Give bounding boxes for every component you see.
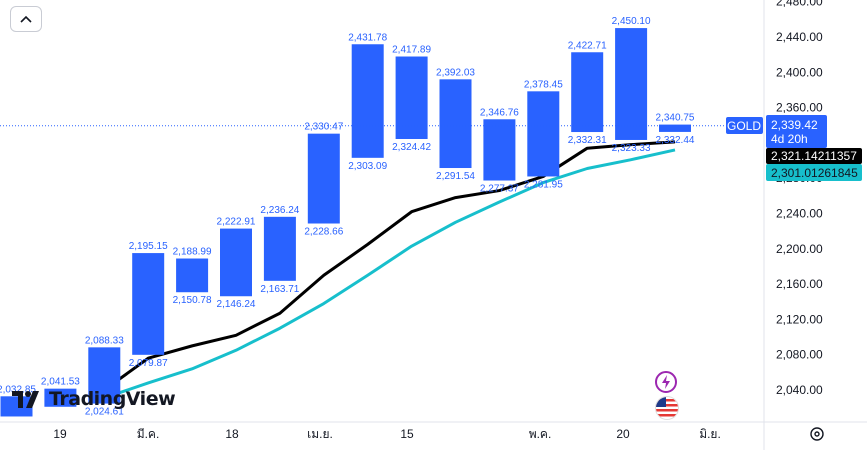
time-tick-label: พ.ค.	[529, 427, 552, 441]
price-bar	[395, 56, 428, 139]
price-bar	[659, 124, 691, 132]
ma1-badge: 2,321.14211357	[766, 148, 862, 164]
price-bar	[483, 119, 516, 181]
bar-high-label: 2,392.03	[436, 67, 475, 78]
bar-high-label: 2,236.24	[260, 205, 299, 216]
price-bar	[0, 396, 33, 417]
ma2-price-label: 2,301.01261845	[771, 166, 858, 180]
price-tick-label: 2,440.00	[776, 30, 823, 44]
moving-average-line	[103, 148, 676, 400]
bar-low-label: 2,323.33	[612, 143, 651, 154]
bar-high-label: 2,222.91	[217, 217, 256, 228]
time-tick-label: 15	[400, 427, 414, 441]
price-tick-label: 2,480.00	[776, 0, 823, 9]
price-bar	[220, 228, 252, 297]
time-tick-label: มิ.ย.	[699, 427, 721, 441]
tradingview-watermark: TradingView	[12, 388, 176, 410]
time-tick-label: เม.ย.	[307, 427, 333, 441]
bar-high-label: 2,422.71	[568, 40, 607, 51]
price-tick-label: 2,240.00	[776, 207, 823, 221]
bar-low-label: 2,228.66	[304, 227, 343, 238]
current-price-label: 2,339.42	[771, 118, 818, 132]
time-tick-label: 20	[616, 427, 630, 441]
bar-low-label: 2,332.31	[568, 135, 607, 146]
ma2-badge: 2,301.01261845	[766, 164, 862, 181]
bar-low-label: 2,281.95	[524, 179, 563, 190]
collapse-button[interactable]	[10, 6, 42, 32]
time-axis-ticks: 19 มี.ค. 18 เม.ย. 15 พ.ค. 20 มิ.ย.	[53, 427, 720, 441]
time-tick-label: 19	[53, 427, 67, 441]
bar-value-labels: 2,032.85 2,041.53 2,088.33 2,024.61 2,195.15…	[0, 16, 695, 417]
price-badge: 2,339.42 4d 20h	[766, 115, 827, 148]
price-tick-label: 2,160.00	[776, 277, 823, 291]
bar-low-label: 2,146.24	[217, 299, 256, 310]
price-bar	[351, 44, 384, 158]
bar-low-label: 2,277.37	[480, 184, 519, 195]
symbol-badge: GOLD	[726, 117, 763, 134]
price-tick-label: 2,040.00	[776, 383, 823, 397]
bar-high-label: 2,417.89	[392, 45, 431, 56]
watermark-text: TradingView	[49, 388, 176, 410]
price-bar	[88, 347, 121, 404]
price-bars	[0, 28, 691, 417]
time-tick-label: 18	[225, 427, 239, 441]
price-bar	[176, 258, 209, 293]
price-bar	[44, 388, 77, 407]
bar-high-label: 2,188.99	[173, 247, 212, 258]
time-tick-label: มี.ค.	[137, 427, 160, 441]
bar-high-label: 2,088.33	[85, 335, 124, 346]
price-bar	[615, 28, 648, 140]
ma1-price-label: 2,321.14211357	[771, 149, 857, 163]
bar-low-label: 2,163.71	[260, 284, 299, 295]
price-bar	[263, 216, 296, 281]
bar-high-label: 2,330.47	[304, 122, 343, 133]
price-tick-label: 2,200.00	[776, 242, 823, 256]
price-bar	[132, 253, 165, 355]
price-tick-label: 2,400.00	[776, 65, 823, 79]
price-tick-label: 2,080.00	[776, 348, 823, 362]
bar-high-label: 2,431.78	[348, 32, 387, 43]
bar-high-label: 2,378.45	[524, 79, 563, 90]
price-tick-label: 2,360.00	[776, 101, 823, 115]
tradingview-logo-icon	[12, 391, 39, 408]
price-axis-ticks: 2,040.00 2,080.00 2,120.00 2,160.00 2,200.00…	[776, 0, 823, 397]
price-bar	[571, 52, 604, 133]
us-flag-icon[interactable]	[655, 396, 679, 420]
price-bar	[307, 133, 340, 224]
price-bar	[439, 79, 472, 169]
symbol-label: GOLD	[727, 119, 761, 133]
bar-low-label: 2,024.61	[85, 407, 124, 418]
bar-high-label: 2,346.76	[480, 107, 519, 118]
bar-low-label: 2,291.54	[436, 171, 475, 182]
moving-average-lines	[103, 140, 676, 400]
moving-average-line	[103, 140, 676, 392]
bar-low-label: 2,332.44	[656, 135, 695, 146]
chevron-up-icon	[20, 15, 32, 23]
lightning-icon[interactable]	[655, 371, 677, 393]
bar-low-label: 2,324.42	[392, 142, 431, 153]
gear-icon[interactable]	[808, 425, 826, 448]
bar-low-label: 2,303.09	[348, 161, 387, 172]
price-bar	[527, 91, 560, 177]
countdown-label: 4d 20h	[771, 132, 808, 146]
bar-high-label: 2,340.75	[656, 113, 695, 124]
bar-high-label: 2,041.53	[41, 377, 80, 388]
bar-high-label: 2,195.15	[129, 241, 168, 252]
price-tick-label: 2,120.00	[776, 312, 823, 326]
bar-high-label: 2,032.85	[0, 384, 36, 395]
bar-low-label: 2,079.87	[129, 358, 168, 369]
bar-low-label: 2,150.78	[173, 295, 212, 306]
bar-high-label: 2,450.10	[612, 16, 651, 27]
